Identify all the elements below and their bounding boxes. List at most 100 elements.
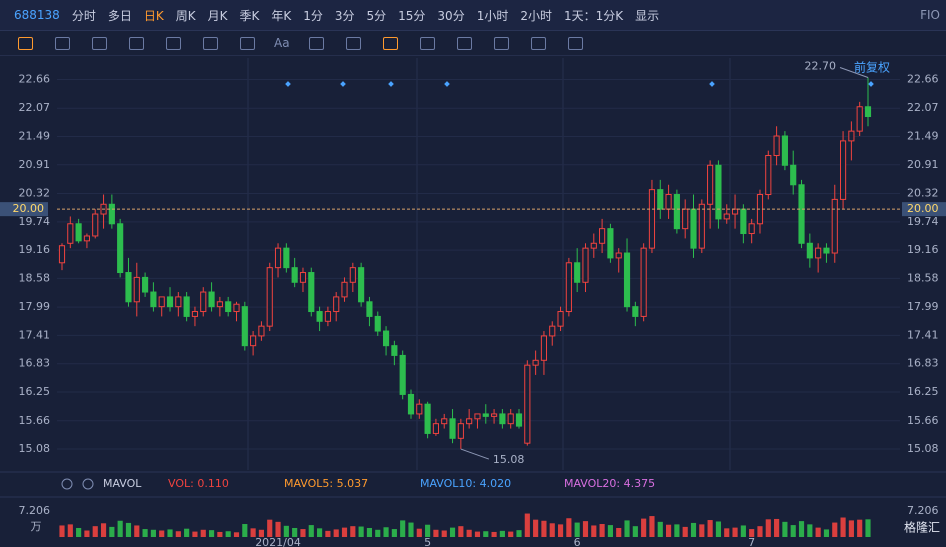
tool-icon[interactable] — [419, 36, 435, 50]
candle-body — [324, 311, 331, 322]
marker[interactable] — [868, 81, 874, 87]
close-icon[interactable] — [82, 478, 94, 490]
tab[interactable]: 15分 — [398, 8, 426, 23]
tool-icon[interactable] — [382, 36, 398, 50]
low-pointer — [460, 448, 490, 460]
volume-bar — [375, 529, 381, 537]
v-tick-label: 7.206 — [19, 504, 51, 517]
settings-icon[interactable] — [61, 478, 73, 490]
tool-icon[interactable] — [345, 36, 361, 50]
tab[interactable]: 1分 — [303, 8, 323, 23]
volume-bar — [582, 521, 589, 537]
volume-bar — [325, 530, 331, 537]
y-tick-label: 18.58 — [19, 271, 51, 284]
fio[interactable]: FIO — [920, 8, 940, 22]
tool-icon[interactable] — [530, 36, 546, 50]
marker[interactable] — [388, 81, 394, 87]
volume-bar — [848, 520, 854, 537]
candle-body — [607, 228, 614, 259]
candle-body — [707, 164, 714, 205]
candle-body — [158, 296, 165, 308]
volume-bar — [832, 522, 838, 537]
ma5-value: MAVOL5: 5.037 — [284, 477, 368, 490]
candle-body — [391, 345, 398, 356]
volume-bar — [317, 528, 323, 537]
marker[interactable] — [340, 81, 346, 87]
volume-bar — [815, 527, 821, 537]
volume-bar — [350, 526, 356, 537]
tab[interactable]: 5分 — [366, 8, 387, 23]
candle-body — [291, 267, 298, 283]
candle-body — [258, 325, 265, 337]
candle-body — [457, 423, 464, 439]
volume-bar — [192, 531, 198, 537]
volume-bar — [749, 529, 755, 537]
candle-body — [665, 194, 672, 210]
marker[interactable] — [285, 81, 291, 87]
tab[interactable]: 月K — [207, 8, 228, 23]
candle-body — [640, 247, 647, 317]
tab[interactable]: 日K — [143, 8, 164, 23]
tool-icon[interactable] — [129, 36, 144, 50]
tab[interactable]: 季K — [239, 8, 260, 23]
tab[interactable]: 30分 — [437, 8, 465, 23]
stock-code[interactable]: 688138 — [14, 8, 60, 22]
tab[interactable]: 年K — [271, 8, 292, 23]
candle-body — [399, 354, 406, 395]
tab[interactable]: 3分 — [334, 8, 355, 23]
y-tick-label: 15.66 — [907, 414, 939, 427]
tab[interactable]: 分时 — [71, 8, 96, 23]
tab[interactable]: 显示 — [635, 8, 660, 23]
tab[interactable]: 周K — [175, 8, 196, 23]
candle-body — [731, 208, 739, 215]
tool-icon[interactable] — [92, 36, 107, 50]
candle-body — [723, 213, 730, 220]
candle-body — [773, 135, 780, 157]
tool-icon[interactable] — [18, 36, 33, 50]
candle-body — [599, 228, 606, 244]
volume-bar — [690, 522, 697, 537]
candle-body — [117, 223, 124, 274]
tab[interactable]: 多日 — [107, 8, 132, 23]
tool-icon[interactable] — [240, 36, 255, 50]
y-tick-label: 15.08 — [907, 442, 939, 455]
volume-bar — [466, 529, 472, 537]
volume-bar — [142, 529, 148, 537]
y-tick-label: 16.25 — [19, 385, 51, 398]
y-tick-label: 17.99 — [19, 300, 51, 313]
tool-icon[interactable] — [308, 36, 324, 50]
event-markers — [285, 81, 874, 87]
candle-body — [557, 311, 564, 327]
marker[interactable] — [709, 81, 715, 87]
candle-body — [175, 296, 182, 308]
candle-body — [75, 223, 82, 242]
volume-bar — [699, 524, 705, 537]
tab[interactable]: 1天：1分K — [563, 8, 624, 23]
volume-bar — [208, 530, 215, 537]
adjust-mode[interactable]: 前复权 — [854, 60, 890, 75]
drawing-toolbar: Aa — [0, 31, 946, 56]
indicator-name[interactable]: MAVOL — [103, 477, 142, 490]
y-tick-label: 15.08 — [19, 442, 51, 455]
tab[interactable]: 1小时 — [476, 8, 509, 23]
tab[interactable]: 2小时 — [520, 8, 552, 23]
candle-body — [499, 413, 506, 425]
tool-icon[interactable] — [456, 36, 472, 50]
tool-icon[interactable] — [55, 36, 70, 50]
tool-icon[interactable] — [493, 36, 509, 50]
marker[interactable] — [444, 81, 450, 87]
volume-bar — [591, 525, 597, 537]
candle-body — [374, 315, 381, 332]
volume-bar — [391, 529, 397, 537]
tool-icon[interactable] — [203, 36, 218, 50]
volume-bar — [59, 525, 65, 537]
volume-bar — [823, 529, 830, 537]
volume-bar — [333, 529, 339, 537]
volume-bar — [666, 524, 672, 537]
volume-bar — [483, 531, 489, 537]
tool-icon[interactable] — [567, 36, 583, 50]
volume-bar — [782, 521, 788, 537]
text-tool[interactable]: Aa — [274, 36, 290, 50]
candle-body — [823, 247, 830, 254]
tool-icon[interactable] — [166, 36, 181, 50]
